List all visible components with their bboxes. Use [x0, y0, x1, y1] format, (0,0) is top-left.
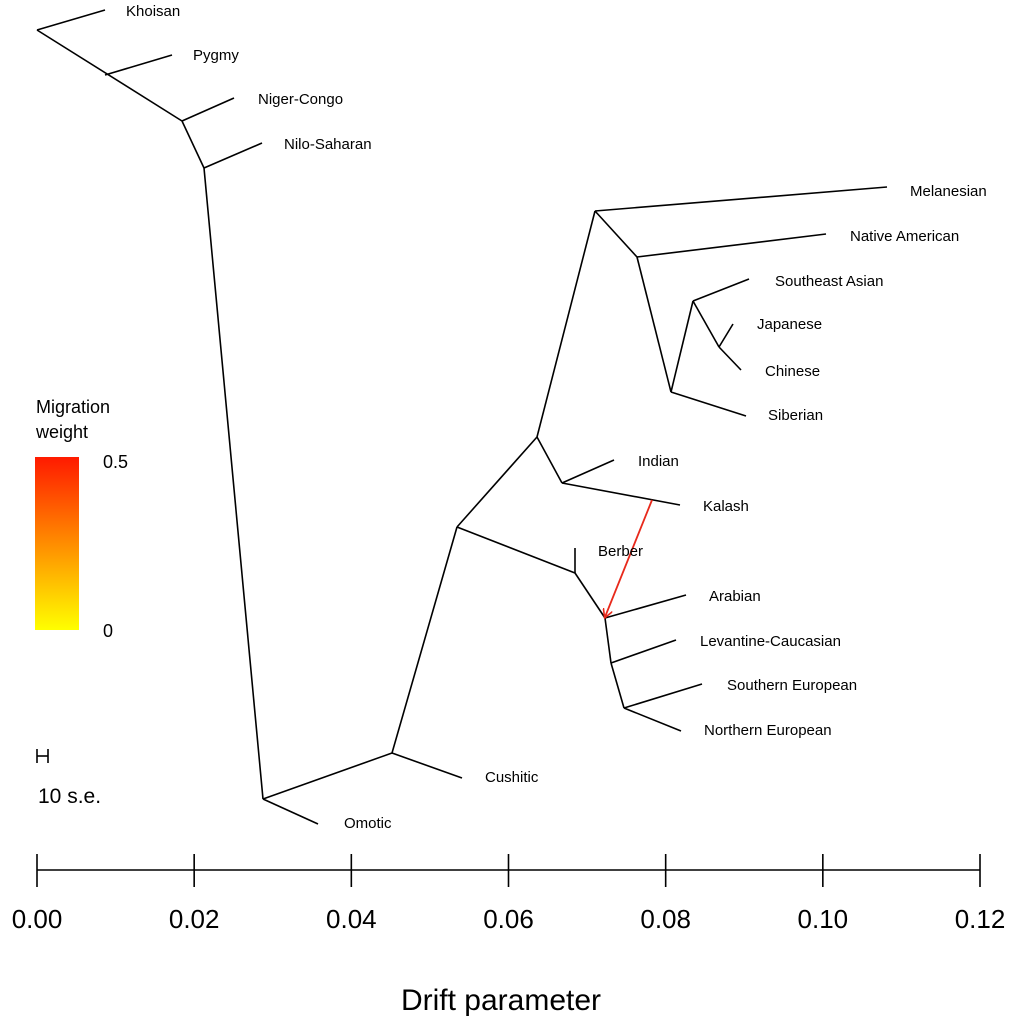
- leaf-label-southeast-asian: Southeast Asian: [775, 273, 883, 290]
- migration-arrow: [605, 499, 653, 617]
- legend-max-label: 0.5: [103, 452, 128, 472]
- leaf-label-chinese: Chinese: [765, 363, 820, 380]
- branch-to-east-node: [536, 210, 596, 438]
- branch-native-american: [636, 233, 827, 258]
- leaf-label-omotic: Omotic: [344, 815, 392, 832]
- branch-to-european-node: [610, 662, 625, 709]
- branch-to-american-node: [594, 210, 638, 258]
- branch-cushitic: [391, 752, 463, 779]
- legend-min-label: 0: [103, 621, 113, 641]
- branch-to-indian-node: [536, 436, 563, 484]
- leaf-label-pygmy: Pygmy: [193, 47, 239, 64]
- leaf-label-arabian: Arabian: [709, 588, 761, 605]
- migration-weight-legend: Migration weight 0.5 0: [35, 397, 128, 641]
- branch-southeast-asian: [692, 278, 750, 302]
- x-axis-title: Drift parameter: [401, 984, 601, 1017]
- leaf-label-niger-congo: Niger-Congo: [258, 91, 343, 108]
- leaf-label-northern-european: Northern European: [704, 722, 832, 739]
- leaf-label-nilo-saharan: Nilo-Saharan: [284, 136, 372, 153]
- branch-to-cushitic-node: [262, 752, 393, 800]
- leaf-label-siberian: Siberian: [768, 407, 823, 424]
- x-axis-tick-label: 0.12: [955, 904, 1006, 934]
- branch-to-levantine-node: [604, 617, 612, 664]
- leaf-label-native-american: Native American: [850, 228, 959, 245]
- leaf-label-berber: Berber: [598, 543, 643, 560]
- scale-bar: 10 s.e.: [36, 749, 101, 808]
- x-axis: 0.00 0.02 0.04 0.06 0.08 0.10 0.12 Drift param…: [12, 854, 1006, 1017]
- leaf-label-southern-european: Southern European: [727, 677, 857, 694]
- legend-title-line1: Migration: [36, 397, 110, 417]
- x-axis-tick-label: 0.04: [326, 904, 377, 934]
- legend-title-line2: weight: [35, 422, 88, 442]
- leaf-label-indian: Indian: [638, 453, 679, 470]
- leaf-labels: Khoisan Pygmy Niger-Congo Nilo-Saharan M…: [126, 3, 987, 832]
- branch-omotic: [262, 798, 319, 825]
- branch-japanese: [718, 323, 734, 348]
- tree-branches: [36, 9, 888, 825]
- leaf-label-khoisan: Khoisan: [126, 3, 180, 20]
- branch-main-trunk: [203, 167, 264, 800]
- branch-kalash: [561, 482, 681, 506]
- legend-color-bar: [35, 457, 79, 630]
- branch-pygmy: [104, 54, 173, 76]
- branch-african-to-nilo: [181, 120, 205, 169]
- branch-indian: [561, 459, 615, 484]
- leaf-label-kalash: Kalash: [703, 498, 749, 515]
- branch-arabian: [604, 594, 687, 619]
- branch-to-berber-node: [456, 526, 576, 574]
- scale-bar-label: 10 s.e.: [38, 785, 101, 808]
- leaf-label-japanese: Japanese: [757, 316, 822, 333]
- branch-levantine-caucasian: [610, 639, 677, 664]
- leaf-label-melanesian: Melanesian: [910, 183, 987, 200]
- branch-to-asian-node: [670, 300, 694, 393]
- branch-niger-congo: [181, 97, 235, 122]
- branch-southern-european: [623, 683, 703, 709]
- branch-african-root: [36, 29, 183, 122]
- x-axis-tick-label: 0.00: [12, 904, 63, 934]
- branch-chinese: [718, 346, 742, 371]
- x-axis-tick-label: 0.02: [169, 904, 220, 934]
- branch-northern-european: [623, 707, 682, 732]
- leaf-label-cushitic: Cushitic: [485, 769, 539, 786]
- branch-to-east-asian-node: [692, 300, 720, 348]
- branch-to-eurasian: [391, 526, 458, 754]
- x-axis-tick-label: 0.06: [483, 904, 534, 934]
- leaf-label-levantine-caucasian: Levantine-Caucasian: [700, 633, 841, 650]
- branch-melanesian: [594, 186, 888, 212]
- branch-to-south-asian-node: [456, 436, 538, 528]
- x-axis-tick-label: 0.10: [798, 904, 849, 934]
- x-axis-tick-label: 0.08: [640, 904, 691, 934]
- branch-to-arabian-node: [574, 572, 606, 619]
- branch-khoisan: [36, 9, 106, 31]
- branch-to-siberian-node: [636, 256, 672, 393]
- branch-nilo-saharan: [203, 142, 263, 169]
- x-axis-ticks: 0.00 0.02 0.04 0.06 0.08 0.10 0.12: [12, 854, 1006, 934]
- branch-siberian: [670, 391, 747, 417]
